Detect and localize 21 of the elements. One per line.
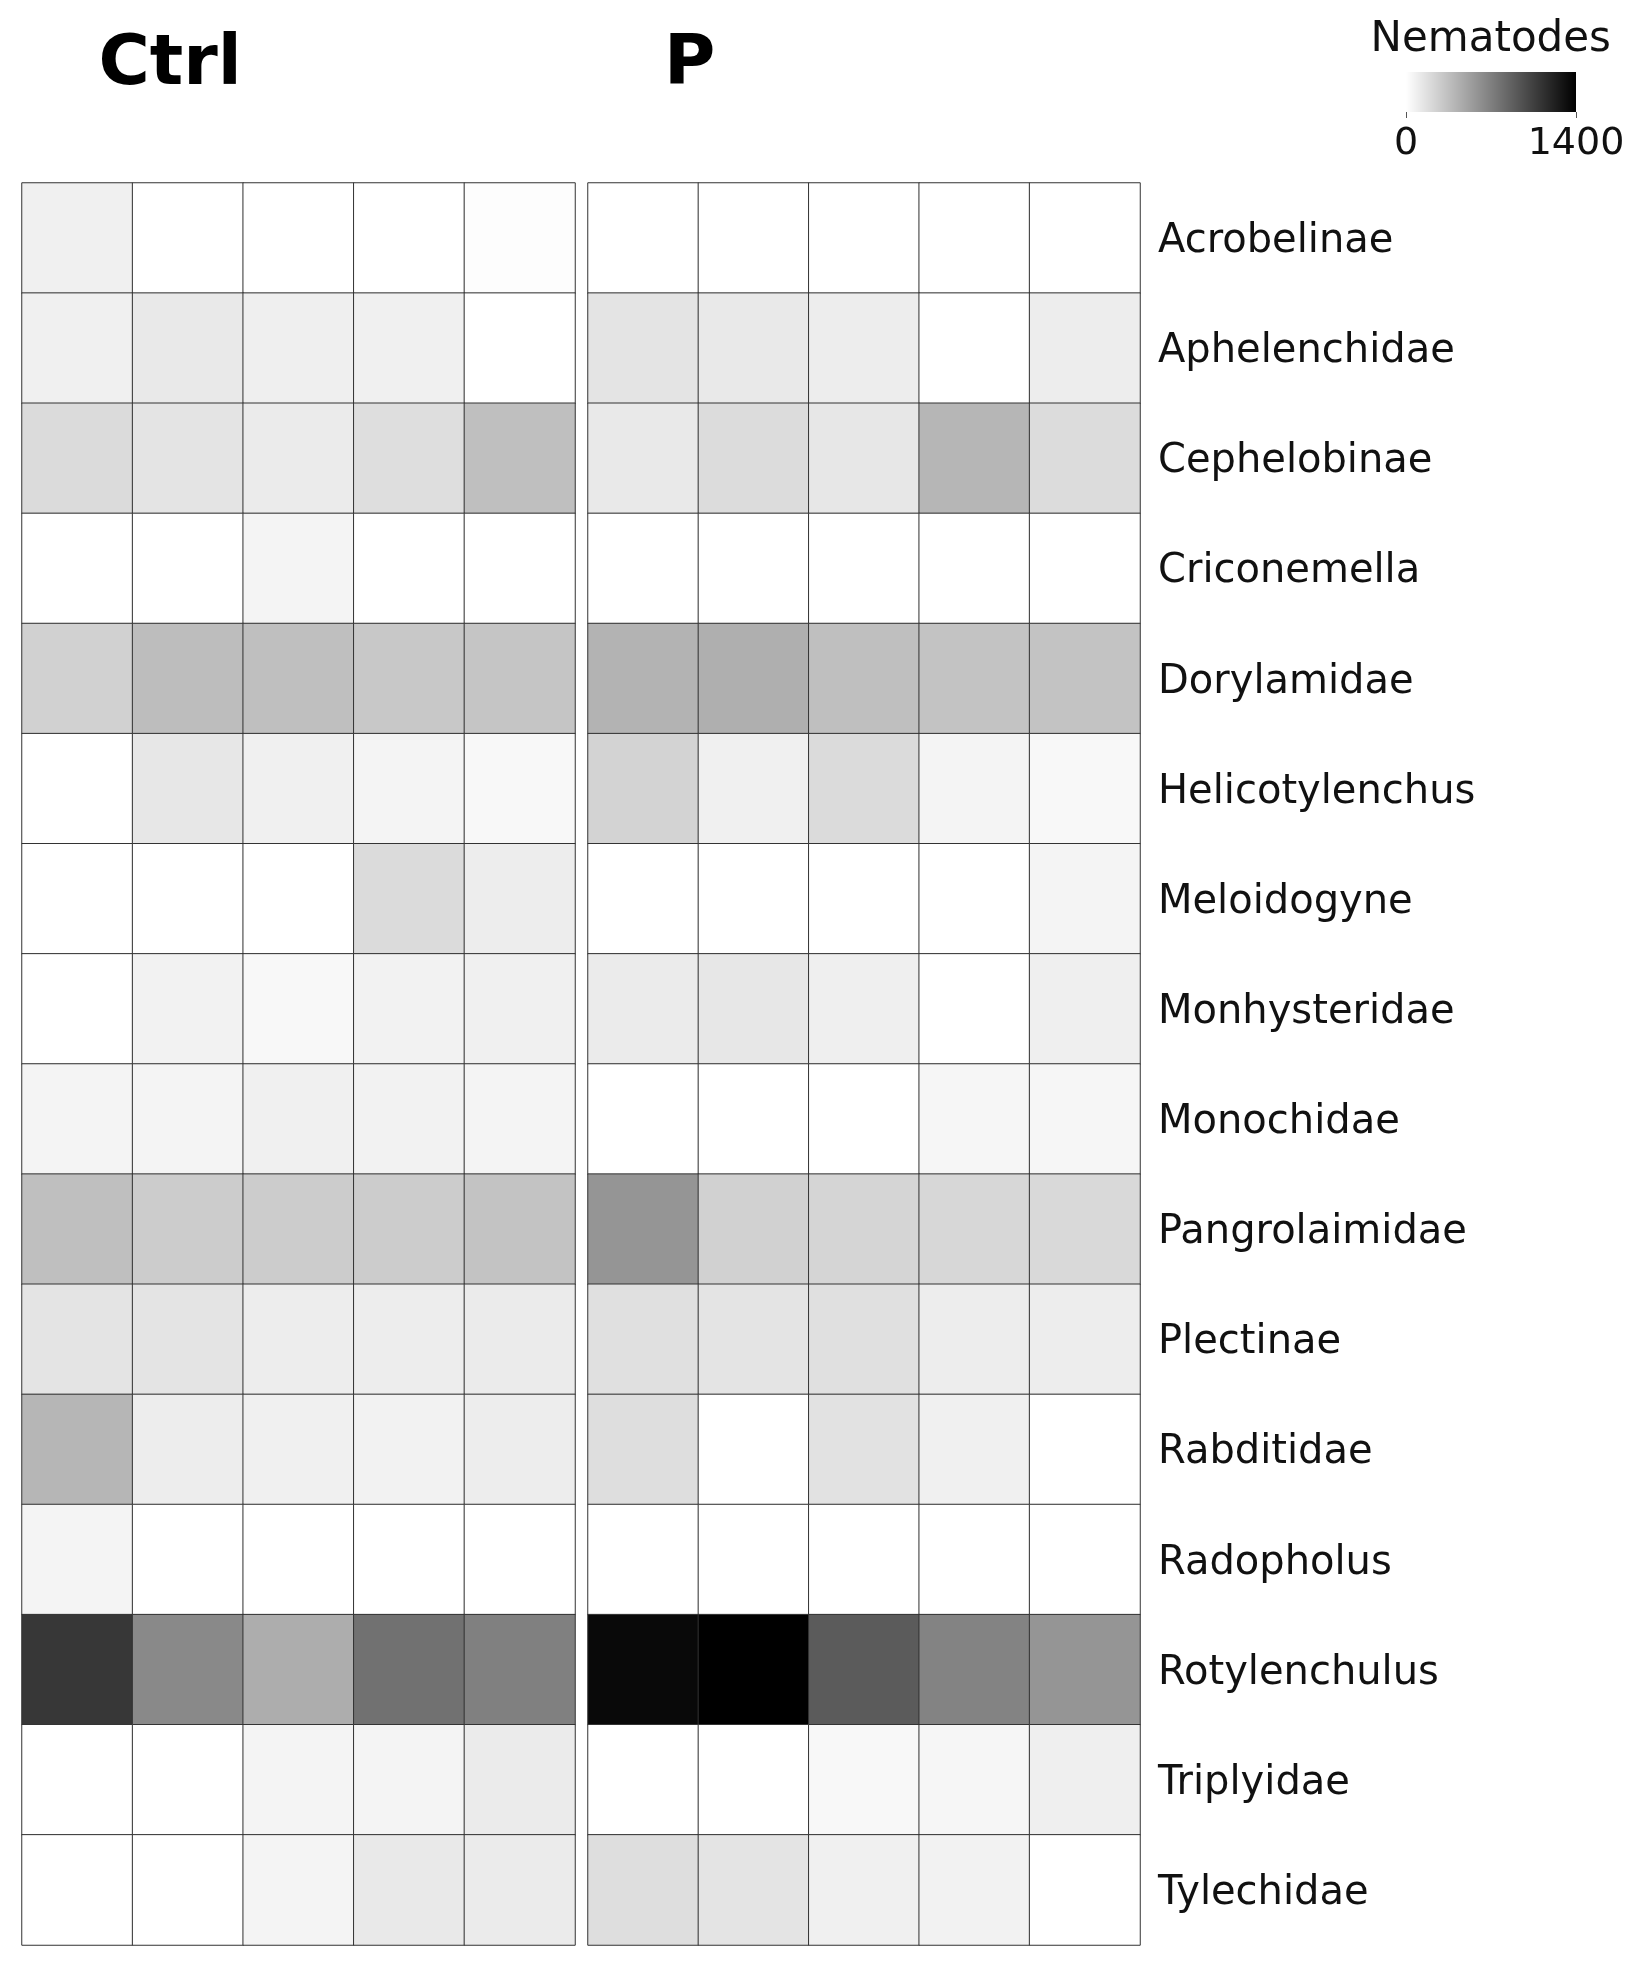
y-tick-label: Plectinae [1158,1316,1342,1363]
text: P [664,19,716,101]
color-bar-label: 1400 [1527,119,1625,163]
y-tick-label: Monochidae [1158,1096,1400,1143]
text: Ctrl [98,19,242,101]
y-tick-label: Dorylamidae [1158,655,1414,702]
y-tick-label: Meloidogyne [1158,875,1413,922]
y-tick-label: Tylechidae [1157,1866,1369,1913]
y-tick-label: Criconemella [1158,545,1421,592]
y-tick-label: Rotylenchulus [1158,1646,1439,1693]
y-tick-label: Monhysteridae [1158,985,1455,1032]
color-bar-title: Nematodes [1370,11,1612,61]
color-bar-label: 0 [1393,119,1419,163]
y-tick-label: Aphelenchidae [1158,325,1455,372]
y-tick-label: Rabditidae [1158,1426,1373,1473]
y-tick-label: Radopholus [1158,1536,1392,1583]
y-tick-label: Cephelobinae [1158,435,1433,482]
y-tick-label: Acrobelinae [1158,215,1394,262]
y-tick-label: Helicotylenchus [1158,765,1476,812]
y-tick-label: Pangrolaimidae [1158,1206,1467,1253]
y-tick-label: Triplyidae [1157,1756,1350,1803]
